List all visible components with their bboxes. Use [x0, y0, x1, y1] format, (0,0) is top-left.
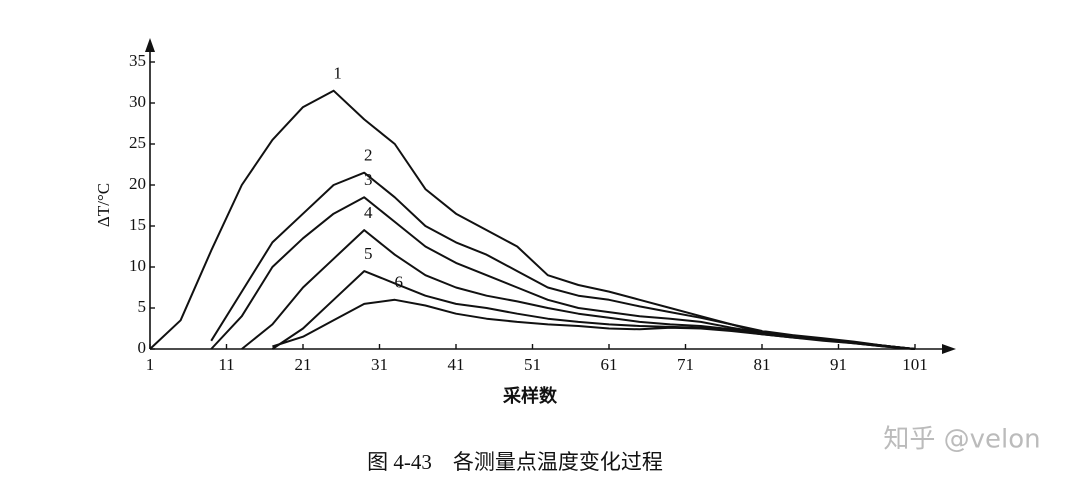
- y-tick-label: 0: [138, 338, 147, 357]
- y-tick-label: 20: [129, 174, 146, 193]
- series-label: 2: [364, 146, 373, 165]
- y-tick-label: 25: [129, 133, 146, 152]
- x-tick-label: 11: [218, 355, 234, 374]
- series-label: 1: [333, 64, 342, 83]
- series-line: [272, 298, 916, 350]
- x-axis-arrow: [942, 344, 956, 354]
- y-tick-label: 15: [129, 215, 146, 234]
- series-label: 5: [364, 244, 373, 263]
- watermark: 知乎 @velon: [883, 425, 1040, 455]
- y-tick-label: 5: [138, 297, 147, 316]
- series-label: 6: [395, 273, 404, 292]
- caption: 图 4-43 各测量点温度变化过程: [367, 450, 663, 474]
- y-axis-arrow: [145, 38, 155, 52]
- x-tick-label: 61: [601, 355, 618, 374]
- x-tick-label: 51: [524, 355, 541, 374]
- x-axis-label: 采样数: [502, 385, 558, 406]
- x-tick-label: 101: [902, 355, 928, 374]
- y-tick-label: 10: [129, 256, 146, 275]
- y-tick-label: 35: [129, 51, 146, 70]
- series-line: [210, 196, 916, 350]
- x-tick-label: 21: [295, 355, 312, 374]
- x-tick-label: 1: [146, 355, 155, 374]
- series-label: 4: [364, 203, 373, 222]
- x-tick-label: 81: [754, 355, 771, 374]
- x-tick-label: 31: [371, 355, 388, 374]
- x-tick-label: 91: [830, 355, 847, 374]
- series-line: [210, 171, 916, 350]
- series-label: 3: [364, 170, 373, 189]
- series-line: [241, 229, 916, 350]
- x-tick-label: 41: [448, 355, 465, 374]
- x-tick-label: 71: [677, 355, 694, 374]
- y-axis-label: ΔT/°C: [94, 183, 113, 227]
- series-line: [149, 89, 916, 350]
- y-tick-label: 30: [129, 92, 146, 111]
